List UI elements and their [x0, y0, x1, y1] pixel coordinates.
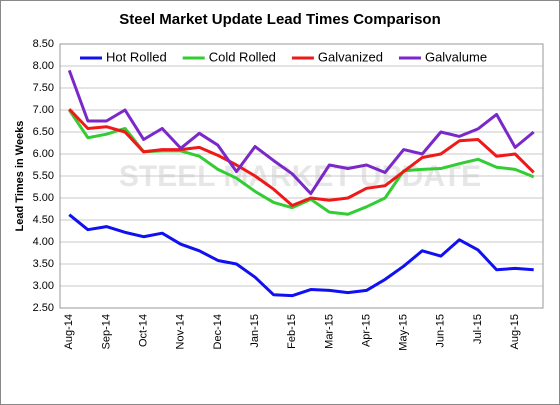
x-tick-label: Dec-14 — [212, 314, 224, 349]
y-axis-title: Lead Times in Weeks — [14, 121, 26, 232]
plot-border — [59, 43, 544, 309]
y-tick-label: 6.50 — [33, 126, 54, 138]
series-line — [68, 108, 535, 207]
y-tick-label: 7.00 — [33, 104, 54, 116]
x-tick-label: Mar-15 — [323, 314, 335, 349]
x-tick-label: Feb-15 — [286, 314, 298, 349]
y-tick-label: 8.00 — [33, 60, 54, 72]
x-tick-label: Oct-14 — [138, 314, 150, 347]
legend-label: Hot Rolled — [106, 49, 167, 64]
x-tick-label: Sep-14 — [100, 314, 112, 349]
y-tick-label: 8.50 — [33, 38, 54, 50]
x-tick-label: Apr-15 — [360, 314, 372, 347]
chart-title: Steel Market Update Lead Times Compariso… — [119, 11, 440, 28]
x-tick-label: Jul-15 — [472, 314, 484, 344]
y-tick-label: 3.50 — [33, 258, 54, 270]
legend-label: Galvalume — [425, 49, 487, 64]
x-tick-label: Jun-15 — [435, 314, 447, 348]
y-tick-label: 3.00 — [33, 280, 54, 292]
y-tick-label: 4.00 — [33, 236, 54, 248]
y-tick-label: 6.00 — [33, 148, 54, 160]
x-tick-label: Aug-14 — [63, 314, 75, 349]
y-tick-label: 5.50 — [33, 170, 54, 182]
series-line — [67, 69, 535, 196]
y-tick-label: 2.50 — [33, 302, 54, 314]
x-tick-label: Jan-15 — [249, 314, 261, 348]
y-tick-label: 7.50 — [33, 82, 54, 94]
x-tick-label: Nov-14 — [175, 314, 187, 349]
legend-label: Cold Rolled — [209, 49, 276, 64]
x-tick-label: May-15 — [398, 314, 410, 351]
x-tick-label: Aug-15 — [509, 314, 521, 349]
series-line — [68, 213, 534, 298]
y-tick-label: 4.50 — [33, 214, 54, 226]
y-tick-label: 5.00 — [33, 192, 54, 204]
legend-label: Galvanized — [318, 49, 383, 64]
